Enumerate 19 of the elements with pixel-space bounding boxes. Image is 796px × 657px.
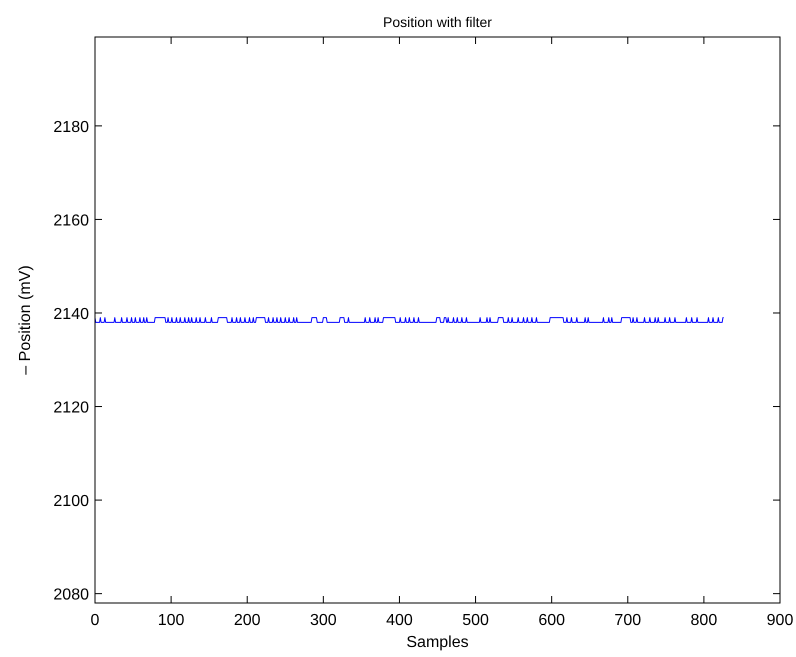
- x-tick-label: 200: [234, 612, 261, 629]
- x-tick-label: 500: [462, 612, 489, 629]
- y-tick-label: 2080: [53, 586, 90, 604]
- y-tick-label: 2100: [53, 493, 90, 510]
- y-axis-title: – Position (mV): [17, 265, 34, 375]
- x-tick-label: 700: [614, 612, 642, 629]
- y-tick-label: 2120: [53, 400, 90, 417]
- x-tick-label: 400: [386, 612, 413, 629]
- x-tick-label: 100: [158, 612, 185, 629]
- x-tick-label: 800: [690, 612, 718, 629]
- x-tick-label: 300: [310, 612, 337, 629]
- x-tick-label: 900: [766, 612, 794, 629]
- y-tick-label: 2140: [53, 306, 90, 323]
- y-tick-label: 2180: [53, 118, 90, 136]
- y-tick-label: 2160: [53, 212, 90, 230]
- x-axis-title: Samples: [406, 634, 469, 651]
- x-tick-label: 600: [538, 612, 566, 629]
- chart-title: Position with filter: [383, 14, 492, 30]
- x-tick-label: 0: [90, 612, 100, 629]
